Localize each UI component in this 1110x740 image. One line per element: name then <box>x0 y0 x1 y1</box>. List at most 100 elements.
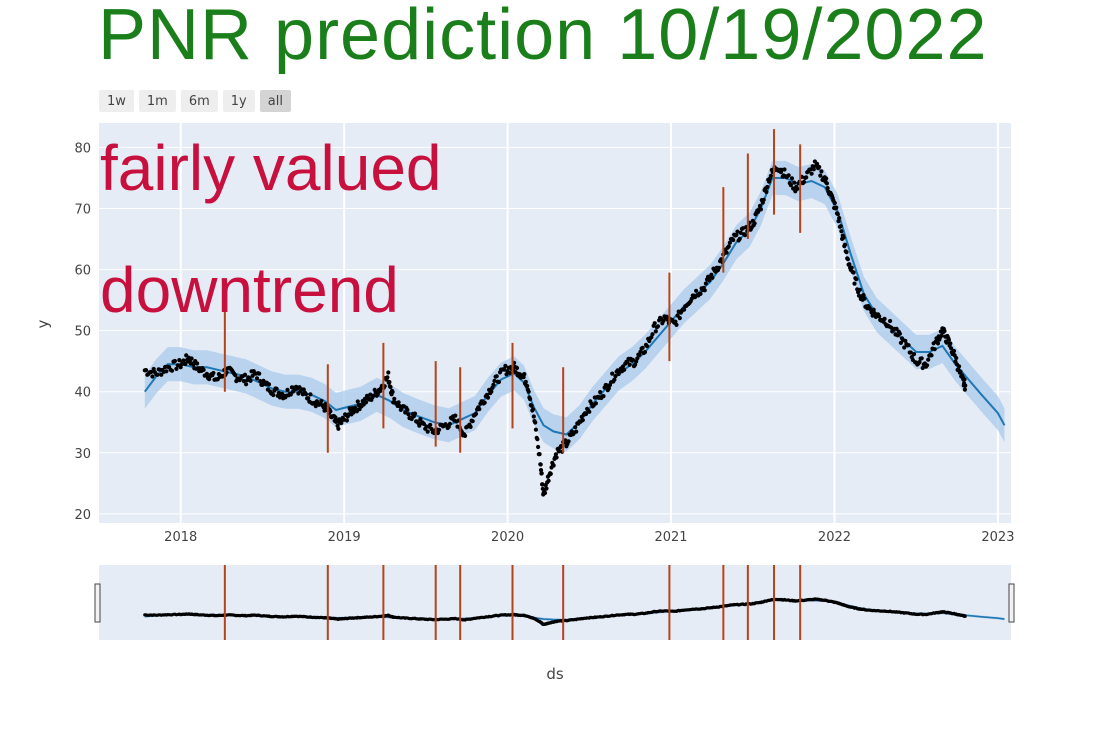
actual-point <box>537 452 542 457</box>
actual-point <box>925 363 930 368</box>
actual-point <box>418 417 423 422</box>
actual-point <box>344 418 349 423</box>
actual-point <box>811 167 816 172</box>
actual-point <box>201 367 206 372</box>
range-slider-left-handle[interactable] <box>94 583 101 623</box>
actual-point <box>734 232 739 238</box>
y-tick-label: 30 <box>74 447 91 462</box>
actual-point <box>809 171 814 176</box>
actual-point <box>150 374 155 379</box>
actual-point <box>392 396 397 401</box>
actual-point <box>323 402 328 407</box>
actual-point <box>703 281 709 286</box>
actual-point <box>888 318 893 324</box>
actual-point <box>902 345 907 350</box>
actual-point <box>758 207 764 212</box>
actual-point <box>871 307 876 312</box>
main-plot-area[interactable]: 20 30 40 50 60 70 80 2018 2019 2020 2021 2022 2023 <box>74 123 1014 545</box>
actual-point <box>437 427 442 432</box>
actual-point <box>514 365 520 371</box>
actual-point <box>929 353 934 358</box>
actual-point <box>606 386 612 391</box>
actual-point <box>580 418 585 423</box>
actual-point <box>149 369 154 375</box>
actual-point <box>949 346 954 351</box>
range-selector: 1w 1m 6m 1y all <box>99 90 291 112</box>
actual-point <box>954 355 959 361</box>
actual-point <box>944 340 949 345</box>
actual-point <box>204 371 209 376</box>
actual-point <box>386 370 391 375</box>
actual-point <box>308 392 313 397</box>
range-slider[interactable] <box>94 565 1015 640</box>
actual-point <box>195 361 200 366</box>
actual-point <box>834 205 839 210</box>
range-button-1m[interactable]: 1m <box>138 90 176 112</box>
actual-point <box>645 344 650 349</box>
actual-point <box>652 321 657 326</box>
actual-point <box>266 382 272 387</box>
range-button-1y[interactable]: 1y <box>222 90 255 112</box>
actual-point <box>788 183 794 188</box>
x-tick-label: 2018 <box>164 530 197 545</box>
actual-point <box>453 413 458 418</box>
actual-point <box>935 341 941 346</box>
actual-point <box>689 296 694 301</box>
actual-point <box>710 275 715 280</box>
actual-point <box>906 343 911 348</box>
actual-point <box>942 328 947 334</box>
range-slider-right-handle[interactable] <box>1008 583 1015 623</box>
actual-point <box>429 426 434 432</box>
actual-point <box>804 175 809 180</box>
actual-point <box>819 169 824 174</box>
actual-point <box>630 357 636 362</box>
actual-point <box>339 420 344 426</box>
actual-point <box>306 396 311 401</box>
actual-point <box>638 349 643 354</box>
actual-point <box>627 362 632 367</box>
actual-point <box>958 369 963 374</box>
actual-point <box>473 411 479 416</box>
actual-point <box>740 226 746 231</box>
actual-point <box>682 307 687 312</box>
actual-point <box>548 471 553 476</box>
actual-point <box>558 444 564 449</box>
y-axis-title: y <box>34 319 52 328</box>
y-tick-label: 50 <box>74 325 91 340</box>
actual-point <box>824 181 830 186</box>
actual-point <box>177 358 182 363</box>
range-button-6m[interactable]: 6m <box>180 90 218 112</box>
chart-title: PNR prediction 10/19/2022 <box>98 0 988 75</box>
actual-point <box>172 358 177 364</box>
actual-point <box>939 333 944 338</box>
range-button-1w[interactable]: 1w <box>99 90 134 112</box>
annotation-downtrend: downtrend <box>100 254 399 326</box>
actual-point <box>485 395 491 400</box>
actual-point <box>903 338 908 343</box>
actual-point <box>491 382 496 387</box>
actual-point <box>612 377 617 382</box>
actual-point <box>604 383 609 388</box>
actual-point <box>640 345 645 350</box>
y-tick-label: 80 <box>74 141 91 156</box>
actual-point <box>233 373 238 378</box>
actual-point <box>174 366 179 371</box>
actual-point <box>642 350 648 355</box>
actual-point <box>271 392 276 398</box>
actual-point <box>525 383 530 389</box>
actual-point <box>530 407 536 412</box>
actual-point <box>388 384 393 390</box>
actual-point <box>844 250 849 255</box>
actual-point <box>248 378 253 383</box>
actual-point <box>610 371 615 376</box>
y-tick-label: 40 <box>74 386 91 401</box>
actual-point <box>526 389 531 394</box>
actual-point <box>962 387 968 392</box>
actual-point <box>396 400 401 405</box>
actual-point <box>539 471 544 476</box>
actual-point <box>824 176 829 181</box>
actual-point <box>533 427 539 432</box>
actual-point <box>522 372 527 377</box>
actual-point <box>529 403 534 408</box>
range-button-all[interactable]: all <box>259 90 291 112</box>
